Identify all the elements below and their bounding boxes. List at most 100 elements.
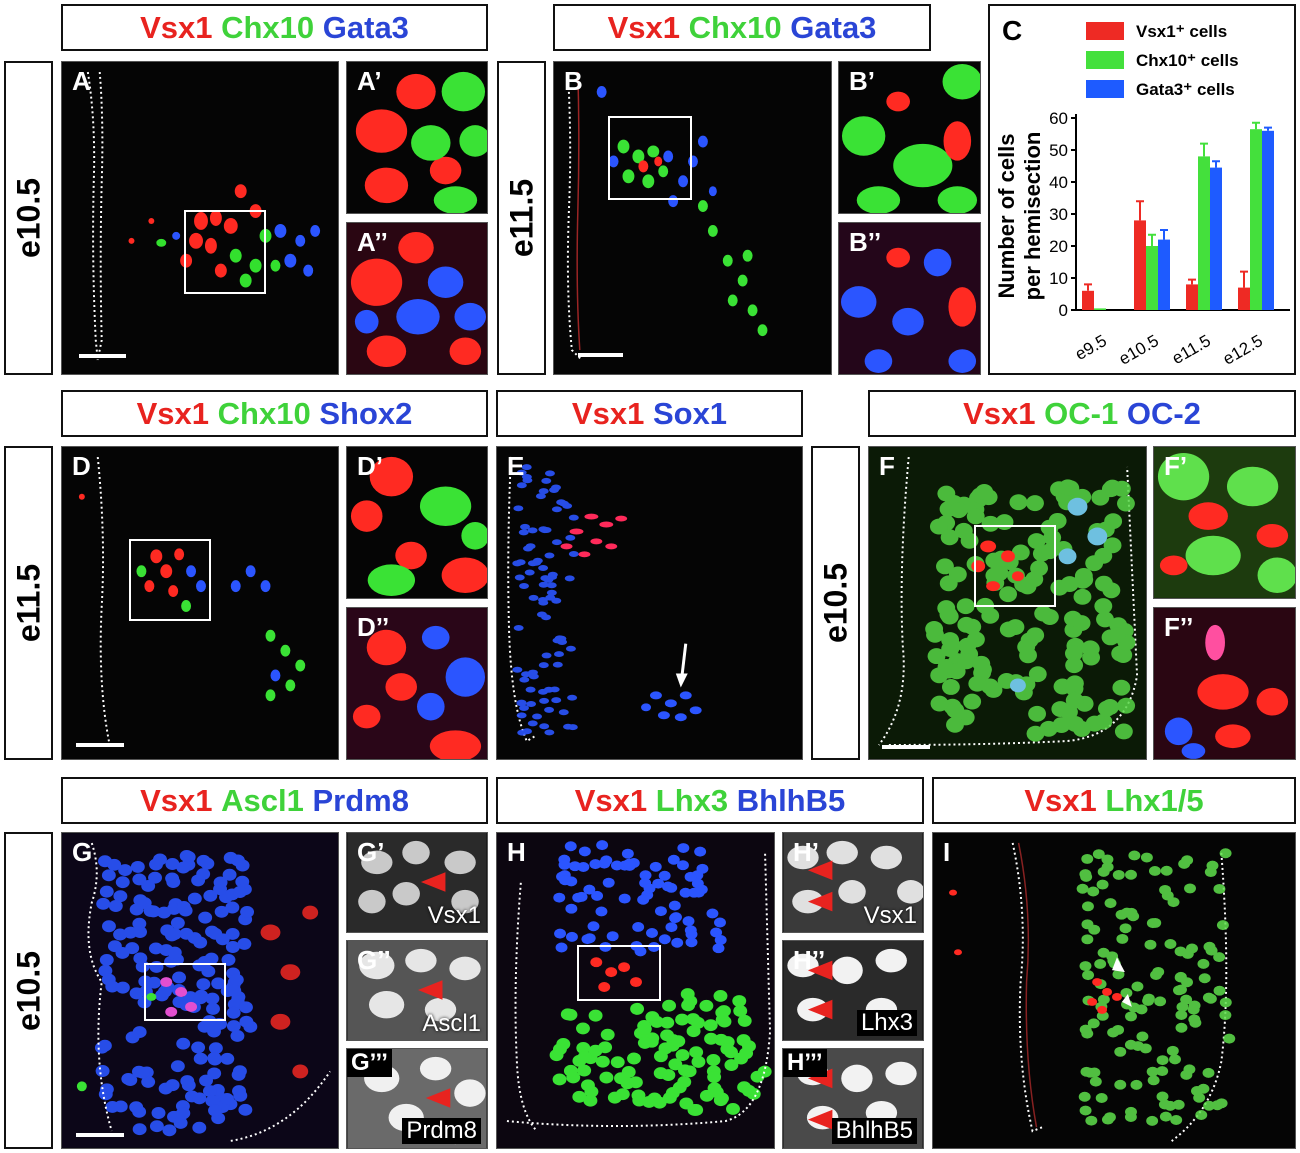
cell-nucleus <box>713 990 728 1002</box>
cell-nucleus <box>632 921 645 932</box>
cell-nucleus <box>215 933 230 946</box>
cell-nucleus <box>516 482 527 489</box>
cell-nucleus <box>694 846 707 857</box>
cell-nucleus <box>179 927 194 940</box>
cell-nucleus <box>536 611 547 618</box>
cell-nucleus <box>226 1020 241 1032</box>
cell-nucleus <box>130 860 145 873</box>
cell-nucleus <box>583 1094 598 1107</box>
cell-nucleus <box>1114 723 1133 740</box>
y-tick-label: 0 <box>1059 301 1068 320</box>
cell-nucleus <box>225 941 240 953</box>
cell-nucleus <box>515 559 526 566</box>
cell-nucleus <box>518 529 529 536</box>
header-term: Vsx1 <box>574 782 648 818</box>
cell-nucleus <box>96 897 111 910</box>
bar <box>1250 129 1262 310</box>
y-tick-label: 50 <box>1049 141 1068 160</box>
cell-nucleus <box>981 515 1000 532</box>
cell-nucleus <box>1213 952 1226 963</box>
header-term: Chx10 <box>217 395 311 431</box>
cell-nucleus <box>1076 883 1089 894</box>
legend-label: Chx10⁺ cells <box>1136 51 1239 70</box>
bar <box>1134 220 1146 310</box>
cell-nucleus <box>200 857 215 870</box>
cell-nucleus <box>516 700 527 707</box>
cell-nucleus <box>684 871 697 882</box>
cell-nucleus <box>1114 1079 1127 1090</box>
cell-nucleus <box>239 1001 253 1014</box>
cell-nucleus <box>513 505 524 512</box>
cell-nucleus <box>238 1103 253 1116</box>
panel-label: C <box>1002 15 1022 46</box>
cell-nucleus <box>1096 879 1109 890</box>
stage-text: e11.5 <box>503 178 539 258</box>
cell-nucleus <box>1081 853 1094 864</box>
chart-plot: 0 10 20 30 40 50 60 e9.5 e10.5 e11.5 e12.5 <box>1049 109 1290 369</box>
cell-nucleus <box>560 1008 575 1021</box>
cell-nucleus <box>153 853 167 866</box>
cell-nucleus <box>1092 849 1105 860</box>
cell-nucleus <box>602 877 615 888</box>
x-tick-label: e12.5 <box>1220 331 1266 369</box>
micrograph-d <box>78 456 306 746</box>
cell-nucleus <box>538 596 548 603</box>
cell-nucleus <box>679 887 692 898</box>
legend-swatch <box>1086 80 1124 98</box>
cell-nucleus <box>1203 1100 1216 1111</box>
cell-nucleus <box>699 999 714 1012</box>
cell-nucleus <box>630 1002 645 1015</box>
zoom-box <box>129 539 211 621</box>
cell-nucleus <box>1104 898 1117 909</box>
cell-nucleus <box>107 940 122 953</box>
cell-nucleus <box>1114 647 1133 663</box>
cell-nucleus <box>1160 865 1173 876</box>
cell-nucleus <box>187 892 202 905</box>
cell-nucleus <box>538 662 549 669</box>
cell-nucleus <box>1131 981 1144 992</box>
cell-nucleus <box>1148 865 1161 876</box>
cell-nucleus <box>196 868 211 881</box>
panel-e-image: E <box>496 446 803 760</box>
cell-nucleus <box>686 1025 701 1038</box>
cell-nucleus <box>675 1013 690 1026</box>
cell-nucleus <box>167 946 182 959</box>
header-term: Vsx1 <box>963 395 1036 431</box>
cell-nucleus <box>1183 1064 1196 1075</box>
panel-label: G <box>72 837 93 867</box>
cell-nucleus <box>717 1015 732 1028</box>
cell-nucleus <box>1094 959 1107 969</box>
cell-nucleus <box>554 651 564 658</box>
cell-nucleus <box>129 903 144 916</box>
panel-label: E <box>507 451 525 481</box>
cell-nucleus <box>733 1004 748 1017</box>
cell-nucleus <box>1117 495 1135 512</box>
cell-nucleus <box>226 1006 241 1019</box>
cell-nucleus <box>963 618 982 635</box>
cell-nucleus <box>525 686 536 693</box>
bar <box>1158 239 1170 310</box>
bar <box>1198 156 1210 310</box>
cell-nucleus <box>101 869 116 882</box>
cell-nucleus <box>583 933 596 944</box>
cell-nucleus <box>527 527 538 534</box>
cell-nucleus <box>580 1079 595 1092</box>
cell-nucleus <box>101 973 116 986</box>
cell-nucleus <box>539 527 550 534</box>
micrograph-g <box>62 833 338 1148</box>
cell-nucleus <box>559 875 571 886</box>
cell-nucleus <box>726 1102 740 1115</box>
cell-nucleus <box>1219 848 1232 859</box>
cell-nucleus <box>669 913 682 924</box>
cell-nucleus <box>113 928 128 941</box>
panel-d-image: D <box>61 446 339 760</box>
cell-nucleus <box>1166 1045 1179 1056</box>
cell-nucleus <box>578 846 591 857</box>
cell-nucleus <box>1081 640 1100 657</box>
cell-nucleus <box>741 1084 756 1097</box>
inset-label: Ascl1 <box>422 1010 481 1037</box>
cell-nucleus <box>591 890 604 901</box>
cell-nucleus <box>1175 984 1187 995</box>
y-axis-label: Number of cells <box>994 133 1019 298</box>
cell-nucleus <box>180 1075 195 1088</box>
